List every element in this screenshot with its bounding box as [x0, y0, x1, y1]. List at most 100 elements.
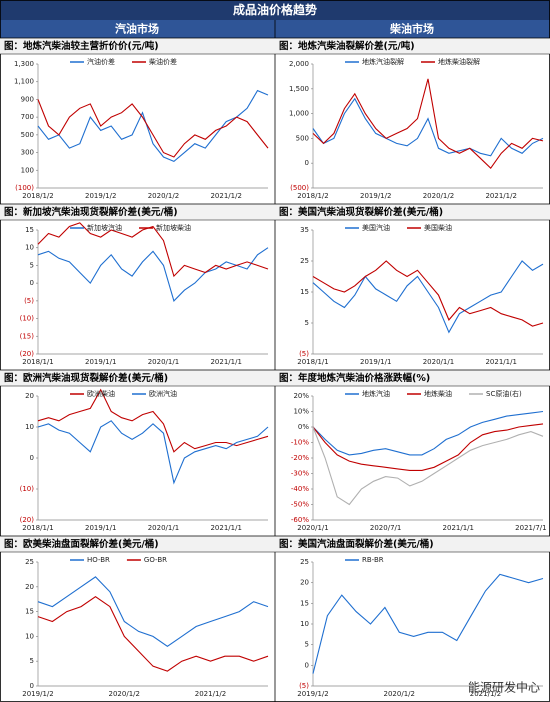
y-tick-label: (15): [20, 332, 35, 340]
y-tick-label: 20: [25, 583, 34, 591]
page-title: 成品油价格趋势: [233, 2, 317, 17]
legend-label: GO-BR: [144, 556, 167, 564]
y-tick-label: 0: [30, 454, 34, 462]
caption-bar: [275, 536, 550, 552]
caption-bar: [275, 370, 550, 386]
column-header: 柴油市场: [389, 22, 434, 36]
y-tick-label: 25: [25, 558, 34, 566]
line-series: [37, 247, 269, 302]
x-tick-label: 2021/1/1: [210, 358, 241, 366]
line-series: [37, 420, 269, 485]
y-tick-label: 900: [21, 95, 34, 103]
x-tick-label: 2020/1/1: [297, 524, 328, 532]
column-header: 汽油市场: [115, 22, 159, 36]
y-tick-label: 10%: [293, 408, 309, 416]
x-tick-label: 2020/1/2: [423, 192, 454, 200]
legend-label: 地炼汽油裂解: [362, 57, 404, 66]
y-tick-label: (5): [24, 297, 34, 305]
legend-label: 美国柴油: [424, 223, 452, 232]
y-tick-label: 15: [25, 608, 34, 616]
legend-label: 汽油价差: [87, 57, 115, 66]
line-series: [312, 260, 544, 334]
x-tick-label: 2021/1/1: [210, 524, 241, 532]
line-series: [312, 426, 544, 506]
caption-bar: [0, 536, 275, 552]
x-tick-label: 2021/1/1: [443, 524, 474, 532]
line-series: [37, 576, 269, 647]
y-tick-label: (500): [290, 184, 309, 192]
y-tick-label: -20%: [291, 454, 309, 462]
line-series: [37, 222, 269, 278]
y-tick-label: -10%: [291, 439, 309, 447]
legend-label: HO-BR: [87, 556, 110, 564]
x-tick-label: 2021/1/2: [210, 192, 241, 200]
x-tick-label: 2019/1/2: [22, 690, 53, 698]
legend-label: RB-BR: [362, 556, 384, 564]
x-tick-label: 2019/1/2: [297, 690, 328, 698]
x-tick-label: 2020/1/1: [148, 524, 179, 532]
y-tick-label: 0: [30, 279, 34, 287]
y-tick-label: 500: [21, 131, 34, 139]
line-series: [37, 596, 269, 672]
y-tick-label: (20): [20, 350, 35, 358]
line-series: [312, 423, 544, 471]
y-tick-label: 1,000: [289, 110, 309, 118]
line-series: [312, 573, 544, 674]
caption-bar: [275, 38, 550, 54]
legend-label: 新加坡汽油: [87, 223, 122, 232]
y-tick-label: 15: [300, 288, 309, 296]
legend-label: 欧洲柴油: [87, 389, 115, 398]
line-series: [312, 410, 544, 456]
y-tick-label: 35: [300, 226, 309, 234]
x-tick-label: 2018/1/1: [22, 358, 53, 366]
watermark: 能源研发中心: [468, 680, 540, 695]
y-tick-label: 5: [305, 319, 309, 327]
chart-title: 图：美国汽柴油现货裂解价差(美元/桶): [279, 206, 443, 218]
y-tick-label: 300: [21, 149, 34, 157]
y-tick-label: 500: [296, 134, 309, 142]
y-tick-label: -30%: [291, 470, 309, 478]
x-tick-label: 2019/1/2: [360, 192, 391, 200]
y-tick-label: -50%: [291, 501, 309, 509]
y-tick-label: (20): [20, 516, 35, 524]
y-tick-label: 10: [25, 244, 34, 252]
line-series: [37, 99, 269, 158]
y-tick-label: 5: [30, 261, 34, 269]
x-tick-label: 2019/1/1: [85, 524, 116, 532]
y-tick-label: 0: [305, 661, 309, 669]
legend-label: 新加坡柴油: [156, 223, 191, 232]
legend-label: 欧洲汽油: [149, 389, 177, 398]
x-tick-label: 2021/1/2: [195, 690, 226, 698]
caption-bar: [275, 204, 550, 220]
line-series: [312, 78, 544, 170]
legend-label: 地炼汽油: [362, 389, 390, 398]
y-tick-label: 20: [300, 579, 309, 587]
chart-title: 图：地炼汽柴油较主营折价价(元/吨): [4, 40, 159, 52]
x-tick-label: 2021/1/1: [485, 358, 516, 366]
x-tick-label: 2021/7/1: [515, 524, 546, 532]
y-tick-label: 5: [305, 641, 309, 649]
y-tick-label: (10): [20, 485, 35, 493]
y-tick-label: (10): [20, 315, 35, 323]
legend-label: 柴油价差: [149, 57, 177, 66]
y-tick-label: 0%: [298, 423, 309, 431]
y-tick-label: (100): [15, 184, 34, 192]
y-tick-label: 25: [300, 257, 309, 265]
y-tick-label: (5): [299, 682, 309, 690]
y-tick-label: 10: [25, 632, 34, 640]
legend-label: 美国汽油: [362, 223, 390, 232]
y-tick-label: 700: [21, 113, 34, 121]
chart-title: 图：欧美柴油盘面裂解价差(美元/桶): [4, 538, 159, 550]
chart-title: 图：欧洲汽柴油现货裂解价差(美元/桶): [4, 372, 168, 384]
x-tick-label: 2020/1/2: [148, 192, 179, 200]
caption-bar: [0, 204, 275, 220]
y-tick-label: 1,500: [289, 85, 309, 93]
chart-title: 图：年度地炼汽柴油价格涨跌幅(%): [279, 372, 430, 384]
x-tick-label: 2021/1/2: [470, 690, 501, 698]
y-tick-label: 5: [30, 657, 34, 665]
y-tick-label: 10: [25, 423, 34, 431]
y-tick-label: 25: [300, 558, 309, 566]
chart-title: 图：地炼汽柴油裂解价差(元/吨): [279, 40, 415, 52]
x-tick-label: 2020/1/1: [148, 358, 179, 366]
